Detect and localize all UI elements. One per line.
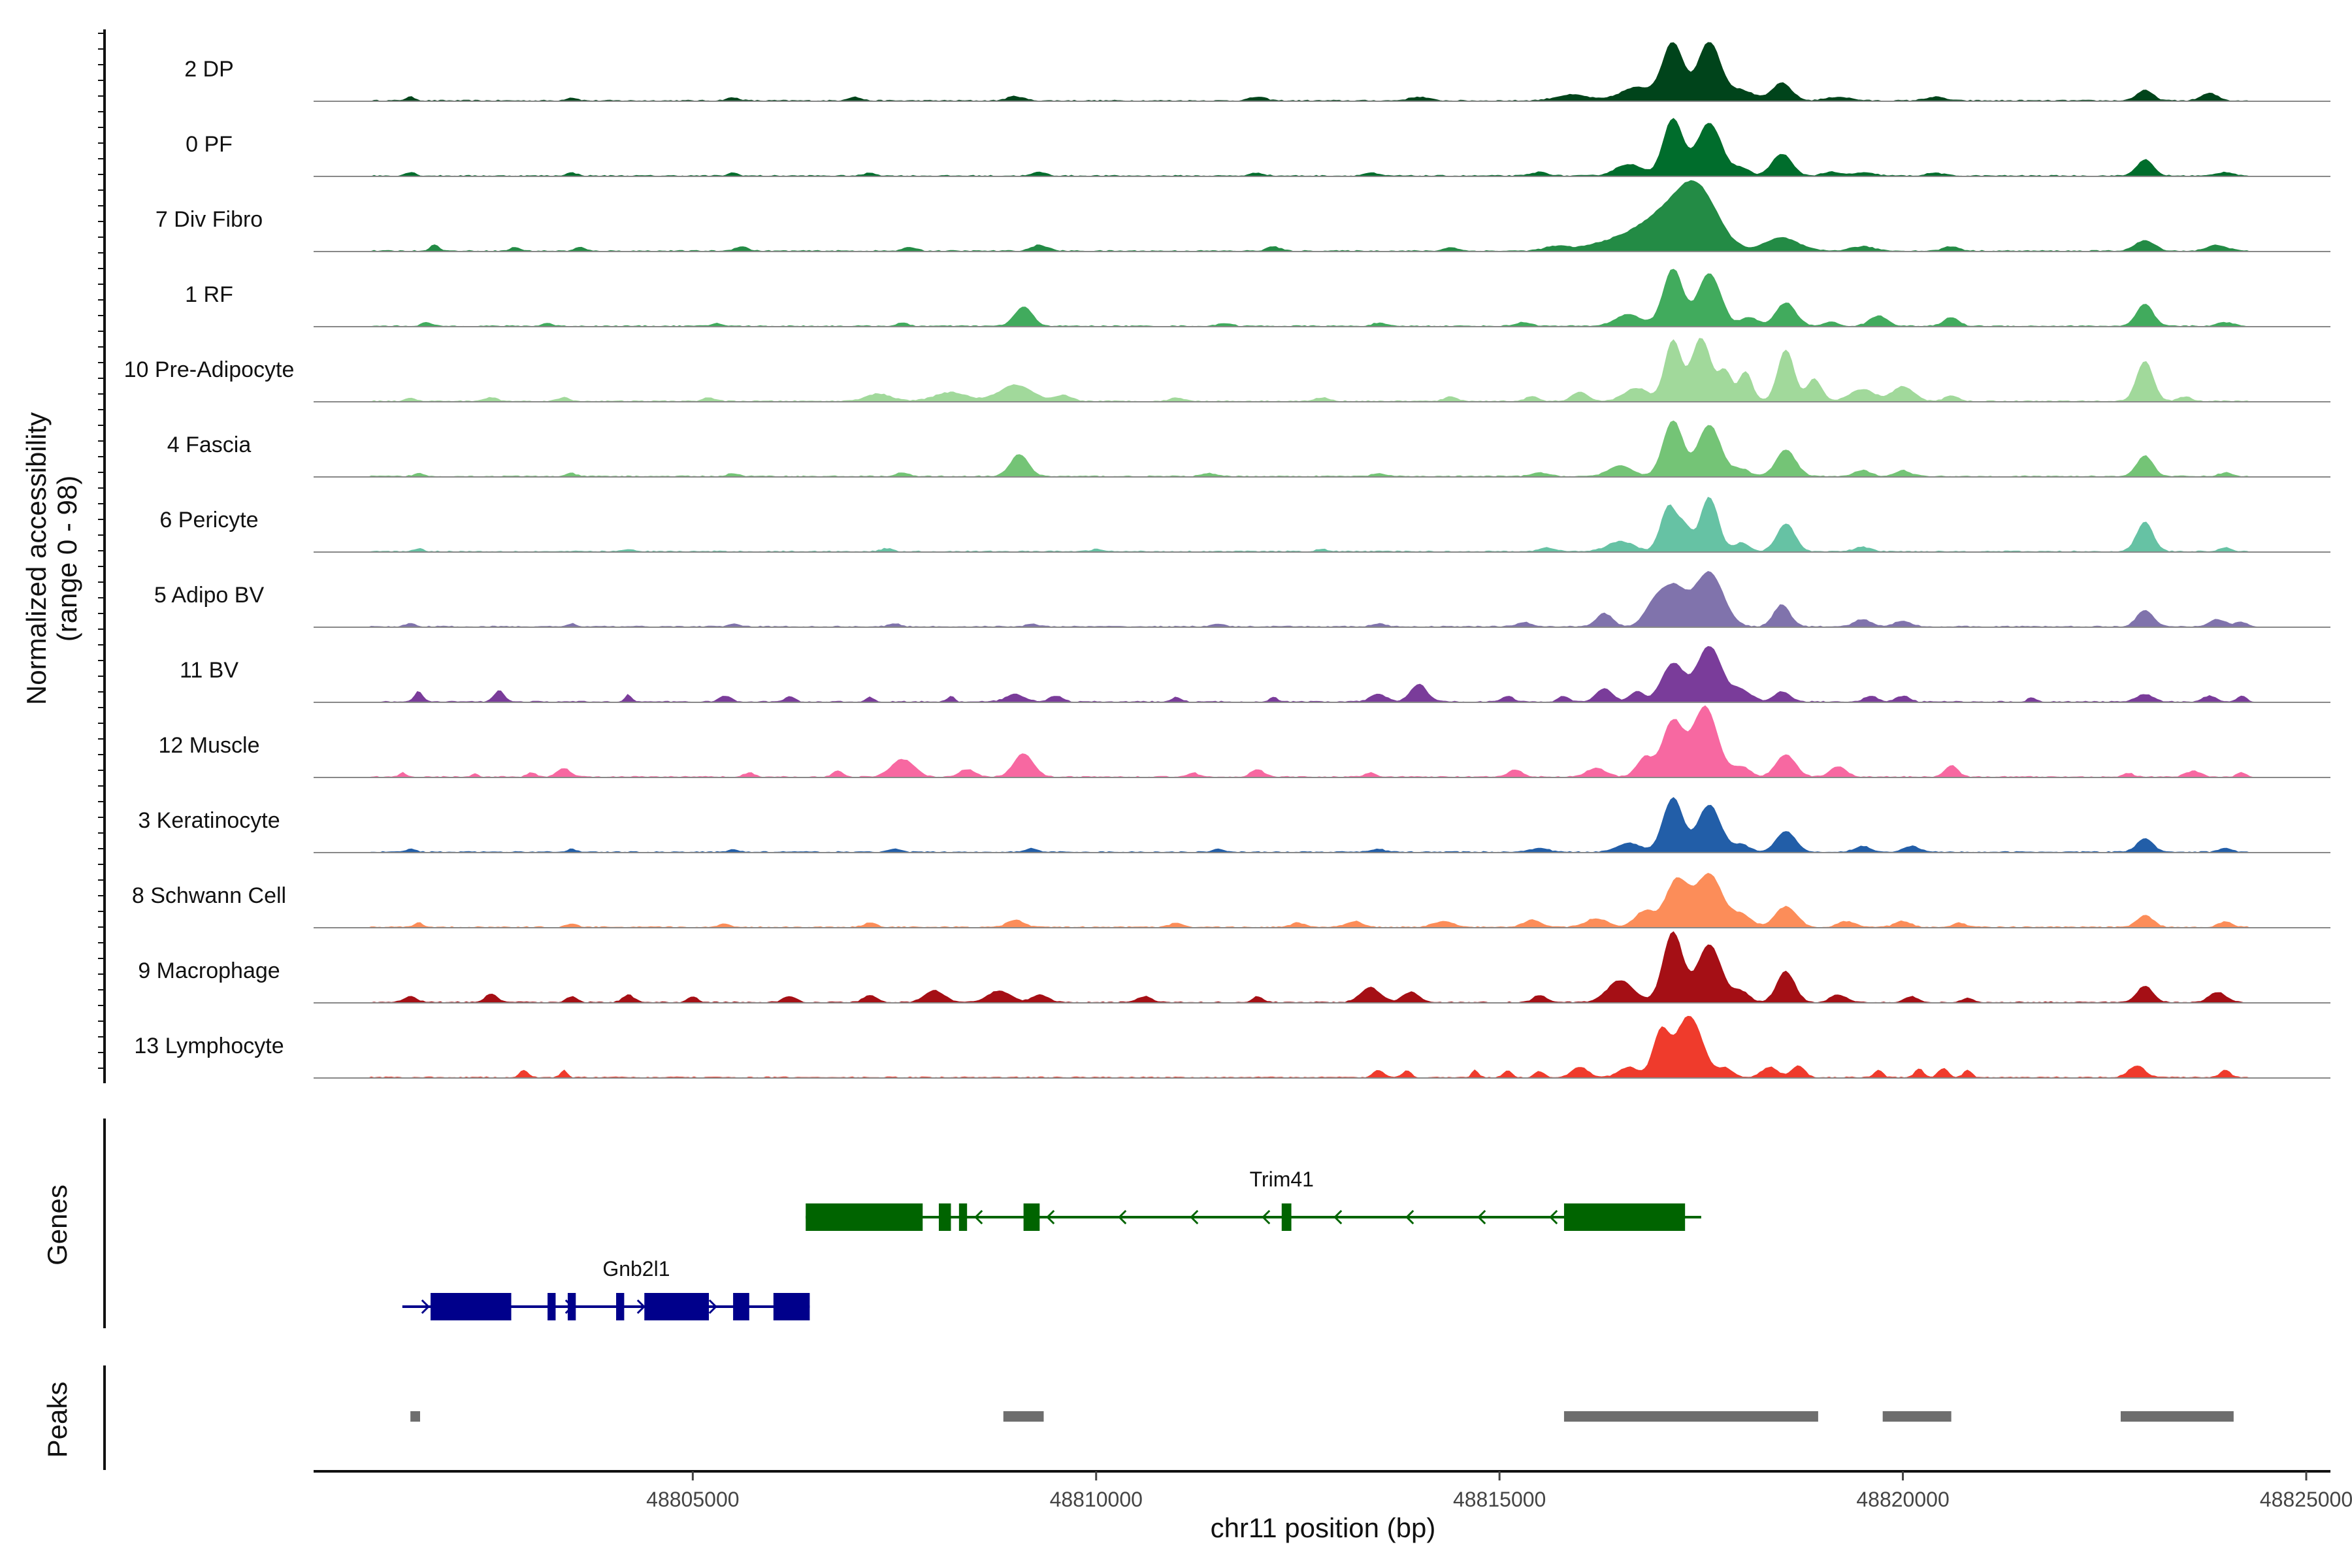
track-label: 6 Pericyte [159,508,258,532]
gene-exon [1023,1203,1040,1231]
track-label: 12 Muscle [159,733,260,758]
track-label: 9 Macrophage [138,958,280,983]
coverage-area [314,42,2330,102]
track-label: 11 BV [180,658,238,683]
x-axis-tick-label: 48820000 [1856,1488,1949,1511]
track-label: 10 Pre-Adipocyte [124,357,295,382]
gene-exon [1281,1203,1292,1231]
gene-label: Gnb2l1 [602,1257,670,1281]
gene-exon [1563,1203,1686,1231]
gene-exon [567,1293,576,1320]
coverage-area [314,420,2330,478]
x-axis-tick-label: 48815000 [1453,1488,1546,1511]
track-label: 8 Schwann Cell [132,883,286,908]
gene-strand-chevron [1262,1209,1271,1225]
coverage-tracks: 2 DP 0 PF 7 Div Fibro 1 RF 10 Pre-Adipocyte 4… [124,42,2330,1079]
track-label: 5 Adipo BV [154,583,265,608]
peak-region [1882,1411,1952,1422]
gene-exon [547,1293,556,1320]
gene-strand-chevron [1549,1209,1558,1225]
track-label: 13 Lymphocyte [134,1034,284,1058]
gene-strand-chevron [1046,1209,1055,1225]
coverage-area [314,180,2330,252]
x-axis-tick-label: 48810000 [1050,1488,1143,1511]
track-label: 7 Div Fibro [155,207,263,232]
gene-exon [958,1203,968,1231]
coverage-area [314,497,2330,553]
coverage-area [314,338,2330,402]
peaks-panel [410,1411,2234,1422]
genes-panel-title: Genes [42,1184,73,1266]
track-label: 2 DP [184,57,234,82]
gene-strand-chevron [1190,1209,1199,1225]
coverage-area [314,705,2330,778]
coverage-y-axis [98,29,106,1083]
coverage-area [314,931,2330,1004]
x-axis-tick-label: 48825000 [2260,1488,2352,1511]
gene-exon [806,1203,923,1231]
x-axis-title: chr11 position (bp) [1211,1512,1436,1543]
coverage-area [314,1015,2330,1079]
x-axis: 48805000 48810000 48815000 48820000 48825000 [646,1471,2352,1511]
gene-strand-chevron [1477,1209,1486,1225]
gene-exon [733,1293,749,1320]
coverage-area [314,571,2330,628]
y-axis-range: (range 0 - 98) [52,476,82,642]
coverage-area [314,645,2330,703]
peak-region [1563,1411,1818,1422]
genes-panel: Trim41 Gnb2l1 [402,1168,1701,1320]
gene-exon [938,1203,951,1231]
y-axis-title: Normalized accessibility [21,412,52,705]
track-label: 1 RF [185,282,233,307]
peak-region [410,1411,420,1422]
coverage-area [314,796,2330,853]
gene-strand-chevron [421,1299,430,1315]
gene-exon [644,1293,710,1320]
gene-exon [616,1293,625,1320]
coverage-area [314,269,2330,327]
gene-strand-chevron [1118,1209,1127,1225]
peak-region [2120,1411,2234,1422]
peak-region [1003,1411,1044,1422]
gene-strand-chevron [974,1209,983,1225]
coverage-area [314,118,2330,177]
x-axis-tick-label: 48805000 [646,1488,739,1511]
coverage-area [314,873,2330,928]
gene-exon [773,1293,810,1320]
gene-exon [431,1293,512,1320]
track-label: 3 Keratinocyte [138,808,280,833]
gene-strand-chevron [636,1299,645,1315]
gene-strand-chevron [1333,1209,1343,1225]
gene-label: Trim41 [1250,1168,1314,1191]
track-label: 4 Fascia [167,433,252,457]
track-label: 0 PF [186,132,233,157]
gene-strand-chevron [708,1299,717,1315]
gene-strand-chevron [1405,1209,1414,1225]
peaks-panel-title: Peaks [42,1382,73,1458]
